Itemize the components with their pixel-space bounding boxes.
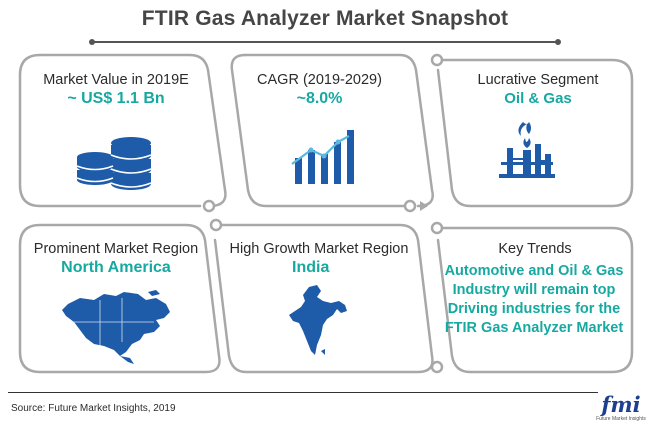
growth-region-card: High Growth Market Region India — [216, 240, 422, 278]
key-trends-text: Automotive and Oil & Gas Industry will r… — [444, 263, 624, 336]
prominent-region-value: North America — [61, 259, 171, 276]
market-value-label: Market Value in 2019E — [43, 72, 189, 88]
key-trends-label: Key Trends — [498, 241, 572, 257]
growth-region-value: India — [292, 259, 330, 276]
refinery-icon — [499, 122, 555, 178]
fmi-logo-text: fmi — [601, 392, 641, 417]
lucrative-segment-card: Lucrative Segment Oil & Gas — [446, 71, 630, 109]
market-value-card: Market Value in 2019E ~ US$ 1.1 Bn — [22, 71, 210, 109]
lucrative-segment-label: Lucrative Segment — [477, 72, 599, 88]
database-icon — [76, 137, 152, 190]
source-note: Source: Future Market Insights, 2019 — [11, 403, 176, 414]
growth-region-label: High Growth Market Region — [229, 241, 409, 257]
title-divider-left-dot — [89, 39, 95, 45]
lucrative-segment-value: Oil & Gas — [504, 90, 572, 107]
fmi-logo: fmi Future Market Insights — [596, 394, 646, 434]
market-value-amount: ~ US$ 1.1 Bn — [67, 90, 165, 107]
cagr-value: ~8.0% — [296, 90, 343, 107]
bar-chart-growth-icon — [291, 130, 354, 184]
title-divider — [94, 41, 557, 43]
cagr-card: CAGR (2019-2029) ~8.0% — [232, 71, 407, 109]
key-trends-card: Key Trends Automotive and Oil & Gas Indu… — [440, 240, 630, 338]
india-map-icon — [289, 285, 347, 355]
title-divider-right-dot — [555, 39, 561, 45]
cagr-label: CAGR (2019-2029) — [257, 72, 382, 88]
page-title: FTIR Gas Analyzer Market Snapshot — [141, 7, 509, 30]
fmi-logo-subtext: Future Market Insights — [596, 416, 646, 422]
footer-divider — [8, 392, 598, 393]
north-america-map-icon — [62, 290, 170, 364]
prominent-region-card: Prominent Market Region North America — [22, 240, 210, 278]
prominent-region-label: Prominent Market Region — [33, 241, 199, 257]
